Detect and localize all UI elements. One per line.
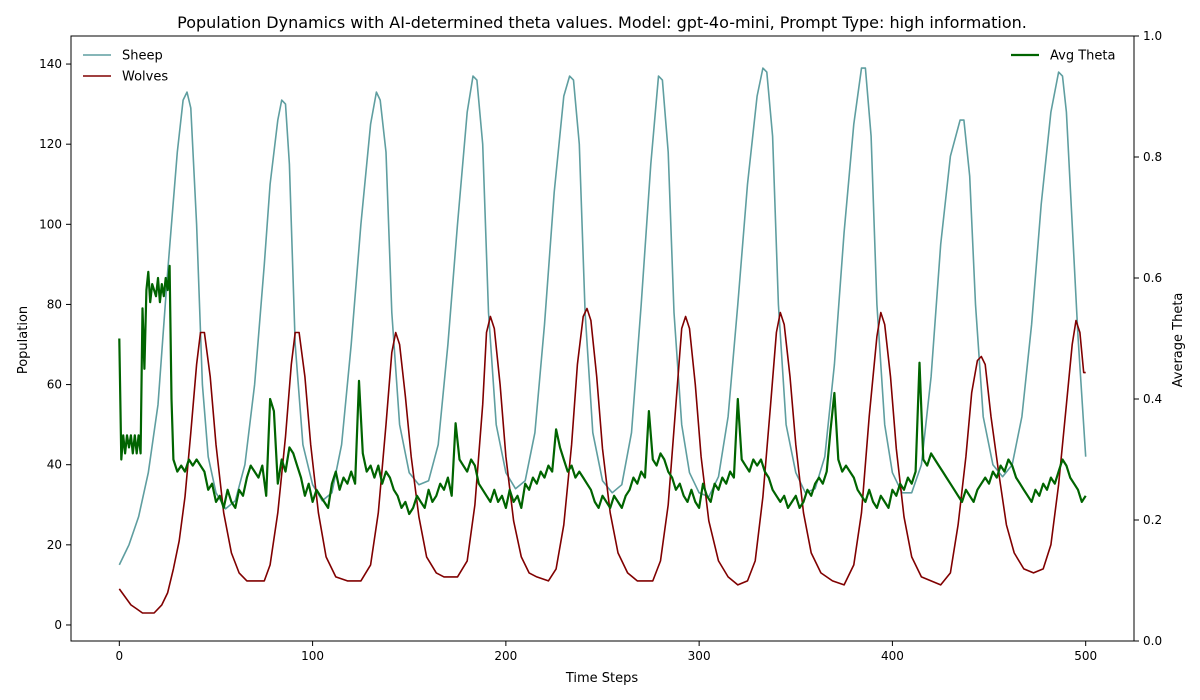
y-tick-label: 140 (39, 57, 62, 71)
legend-right: Avg Theta (1011, 49, 1115, 64)
y2-tick-label: 0.0 (1143, 634, 1162, 648)
y-tick-label: 80 (47, 297, 62, 311)
legend-label: Avg Theta (1050, 49, 1115, 64)
plot-frame (70, 35, 1135, 642)
y2-axis-label: Average Theta (1171, 293, 1186, 388)
x-tick-label: 0 (115, 649, 123, 663)
x-tick-label: 200 (494, 649, 517, 663)
legend-label: Sheep (122, 49, 163, 64)
y-tick-label: 0 (54, 618, 62, 632)
y2-tick-label: 0.6 (1143, 271, 1162, 285)
y-tick-label: 100 (39, 217, 62, 231)
x-axis: 0 100 200 300 400 500 (115, 641, 1097, 663)
x-tick-label: 300 (688, 649, 711, 663)
series-line-wolves (118, 307, 1086, 614)
y-tick-label: 40 (47, 458, 62, 472)
y-axis-left: 0 20 40 60 80 100 120 140 (39, 57, 71, 632)
y2-tick-label: 0.8 (1143, 150, 1162, 164)
x-axis-label: Time Steps (565, 671, 639, 686)
x-tick-label: 500 (1074, 649, 1097, 663)
y2-tick-label: 1.0 (1143, 29, 1162, 43)
series-line-sheep (118, 67, 1087, 566)
y-tick-label: 60 (47, 378, 62, 392)
y-axis-right: 0.0 0.2 0.4 0.6 0.8 1.0 (1134, 29, 1162, 648)
x-tick-label: 400 (881, 649, 904, 663)
y2-tick-label: 0.4 (1143, 392, 1162, 406)
legend-label: Wolves (122, 70, 168, 85)
y2-tick-label: 0.2 (1143, 513, 1162, 527)
legend-left: Sheep Wolves (83, 49, 168, 85)
y-axis-label: Population (16, 306, 31, 374)
series-line-avg-theta (118, 264, 1087, 516)
y-tick-label: 20 (47, 538, 62, 552)
chart-title: Population Dynamics with AI-determined t… (177, 13, 1027, 32)
x-tick-label: 100 (301, 649, 324, 663)
y-tick-label: 120 (39, 137, 62, 151)
series-layer (118, 67, 1087, 614)
